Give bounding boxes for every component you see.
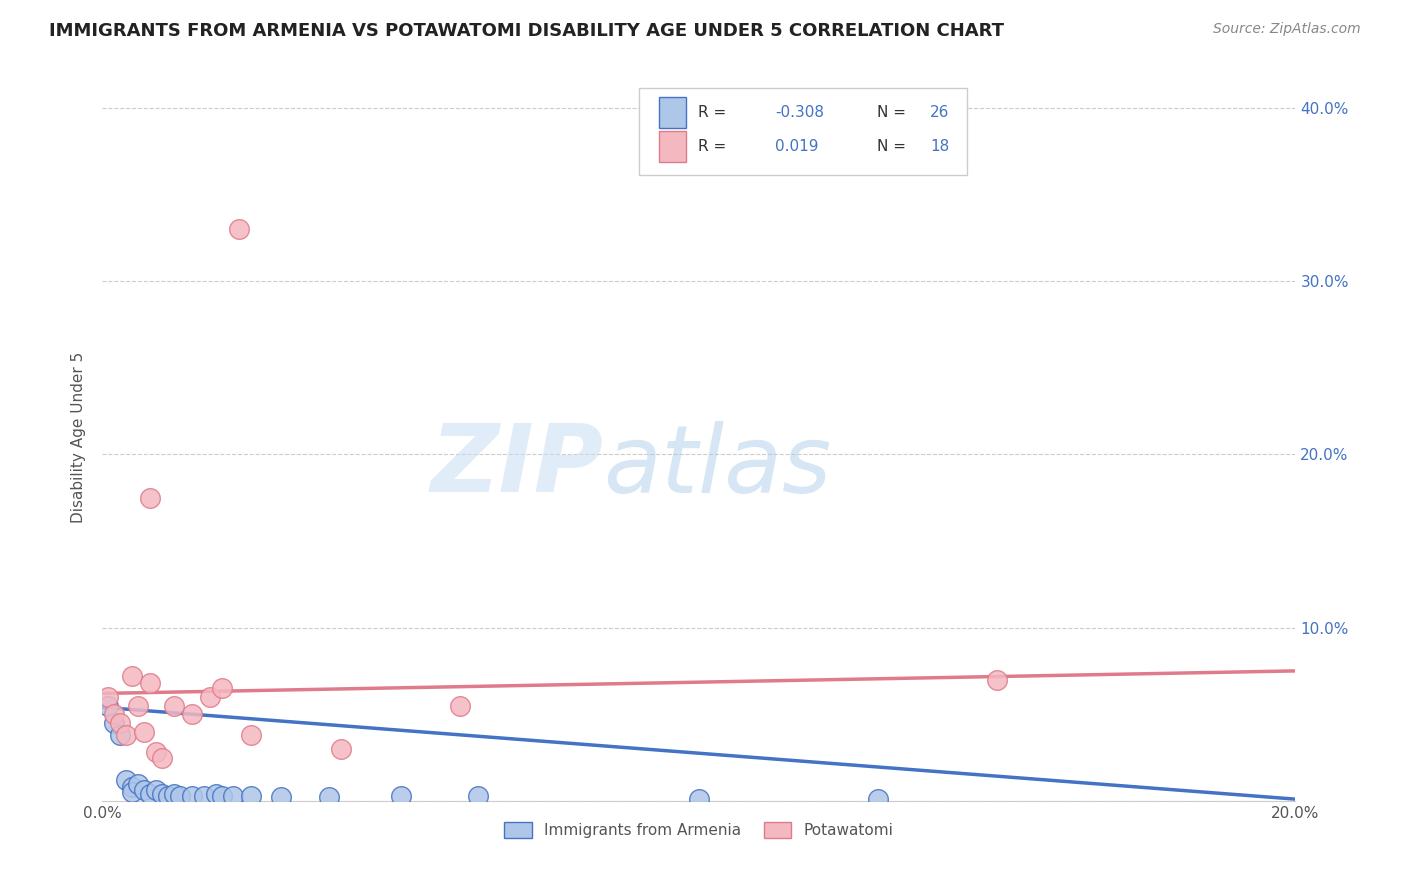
Text: R =: R = — [697, 104, 731, 120]
Point — [115, 728, 138, 742]
Point — [103, 707, 125, 722]
Text: -0.308: -0.308 — [775, 104, 824, 120]
Point — [121, 785, 143, 799]
Point — [145, 783, 167, 797]
Point — [180, 707, 202, 722]
Legend: Immigrants from Armenia, Potawatomi: Immigrants from Armenia, Potawatomi — [498, 816, 900, 844]
Y-axis label: Disability Age Under 5: Disability Age Under 5 — [72, 351, 86, 523]
Text: 26: 26 — [931, 104, 949, 120]
Text: IMMIGRANTS FROM ARMENIA VS POTAWATOMI DISABILITY AGE UNDER 5 CORRELATION CHART: IMMIGRANTS FROM ARMENIA VS POTAWATOMI DI… — [49, 22, 1004, 40]
Point — [228, 222, 250, 236]
Point — [389, 789, 412, 803]
Text: 0.019: 0.019 — [775, 139, 818, 154]
FancyBboxPatch shape — [659, 131, 686, 161]
Point — [163, 787, 186, 801]
Text: Source: ZipAtlas.com: Source: ZipAtlas.com — [1213, 22, 1361, 37]
Point — [103, 715, 125, 730]
Point — [198, 690, 221, 704]
Point — [139, 676, 162, 690]
Point — [240, 728, 263, 742]
Point — [139, 787, 162, 801]
Point — [211, 681, 233, 696]
Text: ZIP: ZIP — [430, 420, 603, 512]
Point — [449, 698, 471, 713]
Point — [318, 790, 340, 805]
Point — [270, 790, 292, 805]
Text: atlas: atlas — [603, 420, 831, 511]
Point — [180, 789, 202, 803]
Point — [121, 669, 143, 683]
Point — [108, 728, 131, 742]
Point — [222, 789, 245, 803]
Point — [97, 690, 120, 704]
Text: N =: N = — [876, 104, 911, 120]
Point — [169, 789, 191, 803]
Point — [193, 789, 215, 803]
Point — [132, 724, 155, 739]
Point — [127, 776, 149, 790]
Point — [240, 789, 263, 803]
Text: 18: 18 — [931, 139, 949, 154]
Point — [97, 698, 120, 713]
Point — [688, 792, 710, 806]
Point — [108, 715, 131, 730]
Text: N =: N = — [876, 139, 911, 154]
Point — [132, 783, 155, 797]
Point — [866, 792, 889, 806]
Point — [139, 491, 162, 505]
Point — [127, 698, 149, 713]
Point — [211, 789, 233, 803]
Point — [163, 698, 186, 713]
FancyBboxPatch shape — [659, 97, 686, 128]
Point — [145, 745, 167, 759]
Point — [329, 742, 352, 756]
Point — [150, 787, 173, 801]
Point — [150, 750, 173, 764]
Text: R =: R = — [697, 139, 731, 154]
Point — [204, 787, 226, 801]
Point — [467, 789, 489, 803]
Point — [115, 773, 138, 788]
Point — [121, 780, 143, 794]
FancyBboxPatch shape — [640, 87, 967, 175]
Point — [156, 789, 179, 803]
Point — [986, 673, 1008, 687]
